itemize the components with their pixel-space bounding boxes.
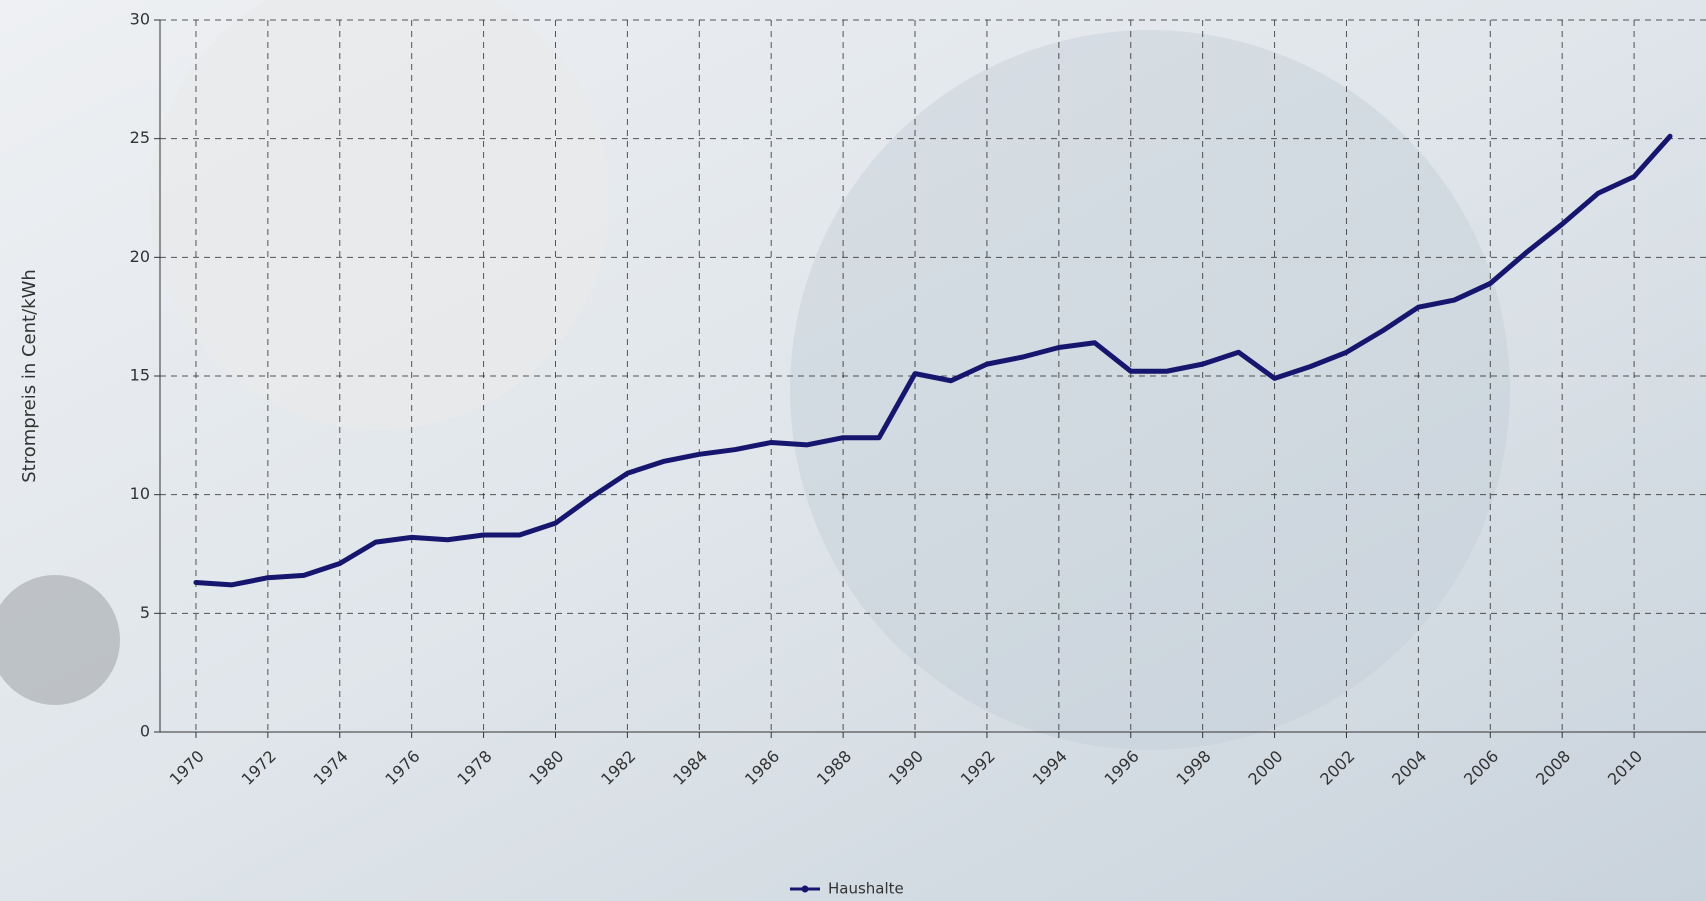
y-tick-label: 30 bbox=[130, 10, 150, 29]
decoration bbox=[150, 0, 610, 430]
decoration bbox=[0, 575, 120, 705]
y-tick-label: 10 bbox=[130, 484, 150, 503]
data-line bbox=[193, 133, 1673, 588]
y-tick-label: 25 bbox=[130, 128, 150, 147]
y-tick-label: 0 bbox=[140, 722, 150, 741]
y-tick-label: 5 bbox=[140, 603, 150, 622]
y-axis-label: Strompreis in Cent/kWh bbox=[19, 269, 40, 483]
y-tick-label: 15 bbox=[130, 366, 150, 385]
legend-label: Haushalte bbox=[828, 880, 904, 898]
decoration bbox=[790, 30, 1510, 750]
y-tick-label: 20 bbox=[130, 247, 150, 266]
legend-marker bbox=[801, 885, 809, 893]
